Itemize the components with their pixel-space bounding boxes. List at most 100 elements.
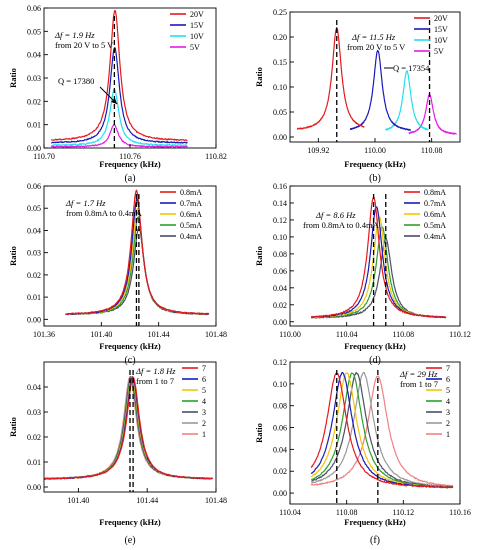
y-tick-label: 0.10 bbox=[273, 380, 287, 389]
series-line-10V bbox=[51, 88, 188, 147]
y-tick-label: 0.00 bbox=[273, 489, 287, 498]
legend-label-15V: 15V bbox=[434, 25, 448, 34]
legend-label-6: 6 bbox=[446, 375, 450, 384]
plot-frame bbox=[43, 361, 217, 493]
x-tick-label: 109.92 bbox=[307, 146, 329, 155]
annotation-q: Q = 17354 bbox=[393, 63, 430, 73]
chart-panel-5: 101.40 101.44 101.48 0.00 0.01 0.02 0.03 0.04 Fr… bbox=[8, 361, 227, 546]
annotation-delta-f: Δf = 29 Hz bbox=[399, 369, 438, 379]
legend-label-4: 4 bbox=[446, 397, 450, 406]
series-line-5V bbox=[50, 123, 188, 148]
series-group bbox=[44, 375, 214, 480]
x-tick-label: 110.08 bbox=[392, 330, 414, 339]
legend-label-4: 4 bbox=[202, 397, 206, 406]
annotation-range: from 1 to 7 bbox=[400, 379, 438, 389]
legend-label-3: 3 bbox=[446, 408, 450, 417]
legend-label-0.5mA: 0.5mA bbox=[424, 221, 446, 230]
y-axis-label: Ratio bbox=[8, 246, 18, 266]
y-tick-label: 0.10 bbox=[273, 233, 287, 242]
x-axis-label: Frequency (kHz) bbox=[99, 159, 161, 169]
series-group bbox=[65, 189, 210, 316]
x-tick-label: 110.04 bbox=[279, 508, 301, 517]
y-tick-label: 0.02 bbox=[27, 433, 41, 442]
legend-label-0.6mA: 0.6mA bbox=[180, 210, 202, 219]
series-line-0.8mA bbox=[65, 189, 209, 315]
x-tick-label: 101.48 bbox=[205, 496, 227, 505]
legend: 7 6 5 4 3 2 1 bbox=[182, 364, 206, 439]
y-tick-label: 0.15 bbox=[273, 58, 287, 67]
annotation-arrowhead bbox=[111, 98, 117, 104]
panel-label: (e) bbox=[124, 535, 135, 546]
y-tick-label: 0.03 bbox=[27, 74, 41, 83]
annotation-range: from 20 V to 5 V bbox=[55, 40, 114, 50]
series-line-5 bbox=[44, 376, 213, 480]
series-line-7 bbox=[44, 376, 213, 480]
y-axis-label: Ratio bbox=[8, 68, 18, 88]
series-line-20V bbox=[296, 27, 365, 130]
x-tick-label: 110.12 bbox=[392, 508, 414, 517]
y-tick-label: 0.06 bbox=[27, 182, 41, 191]
x-tick-label: 101.36 bbox=[33, 330, 55, 339]
legend: 0.8mA 0.7mA 0.6mA 0.5mA 0.4mA bbox=[404, 188, 446, 241]
y-axis-label: Ratio bbox=[254, 423, 264, 443]
legend-label-1: 1 bbox=[202, 430, 206, 439]
x-tick-label: 110.08 bbox=[421, 146, 443, 155]
y-tick-label: 0.01 bbox=[27, 121, 41, 130]
chart-panel-3: 101.36 101.40 101.44 101.48 0.00 0.01 0.02 0.03… bbox=[8, 182, 227, 366]
y-tick-label: 0.20 bbox=[273, 33, 287, 42]
legend-label-0.4mA: 0.4mA bbox=[180, 232, 202, 241]
series-line-0.4mA bbox=[65, 228, 209, 316]
series-line-10V bbox=[385, 70, 429, 131]
y-tick-label: 0.03 bbox=[27, 249, 41, 258]
y-axis-label: Ratio bbox=[254, 67, 264, 87]
legend-label-0.6mA: 0.6mA bbox=[424, 210, 446, 219]
y-tick-label: 0.02 bbox=[273, 467, 287, 476]
legend-label-1: 1 bbox=[446, 430, 450, 439]
y-tick-label: 0.25 bbox=[273, 8, 287, 17]
y-tick-label: 0.05 bbox=[27, 204, 41, 213]
series-line-0.8mA bbox=[310, 196, 447, 319]
series-group bbox=[50, 9, 188, 148]
annotation-delta-f: Δf = 1.9 Hz bbox=[54, 30, 95, 40]
annotation-q: Q = 17380 bbox=[58, 76, 94, 86]
legend-label-20V: 20V bbox=[434, 14, 448, 23]
x-tick-label: 110.00 bbox=[364, 146, 386, 155]
panel-label: (b) bbox=[369, 173, 381, 184]
series-group bbox=[310, 196, 447, 319]
legend: 0.8mA 0.7mA 0.6mA 0.5mA 0.4mA bbox=[160, 188, 202, 241]
legend-label-10V: 10V bbox=[190, 32, 204, 41]
legend-label-6: 6 bbox=[202, 375, 206, 384]
chart-panel-2: 109.92 110.00 110.08 0.00 0.05 0.10 0.15 0.20 0.… bbox=[254, 8, 461, 184]
series-line-20V bbox=[50, 9, 188, 142]
annotation-range: from 0.8mA to 0.4mA bbox=[66, 208, 143, 218]
y-tick-label: 0.00 bbox=[273, 133, 287, 142]
legend-label-5V: 5V bbox=[434, 47, 444, 56]
panel-label: (c) bbox=[124, 355, 135, 366]
y-tick-label: 0.12 bbox=[273, 358, 287, 367]
y-axis-label: Ratio bbox=[8, 417, 18, 437]
x-tick-label: 110.76 bbox=[119, 152, 141, 161]
x-tick-label: 110.82 bbox=[205, 152, 227, 161]
y-tick-label: 0.05 bbox=[27, 27, 41, 36]
series-group bbox=[310, 371, 454, 489]
y-tick-label: 0.01 bbox=[27, 458, 41, 467]
legend-label-15V: 15V bbox=[190, 21, 204, 30]
legend-label-0.7mA: 0.7mA bbox=[424, 199, 446, 208]
annotation-range: from 0.8mA to 0.4mA bbox=[303, 220, 380, 230]
legend-label-3: 3 bbox=[202, 408, 206, 417]
plot-frame bbox=[289, 185, 461, 327]
y-tick-label: 0.06 bbox=[27, 4, 41, 13]
plot-frame bbox=[289, 361, 461, 505]
y-axis-label: Ratio bbox=[254, 246, 264, 266]
legend-label-0.7mA: 0.7mA bbox=[180, 199, 202, 208]
y-tick-label: 0.02 bbox=[27, 97, 41, 106]
y-tick-label: 0.00 bbox=[27, 315, 41, 324]
x-axis-label: Frequency (kHz) bbox=[99, 517, 161, 527]
legend-label-0.8mA: 0.8mA bbox=[424, 188, 446, 197]
y-tick-label: 0.06 bbox=[273, 267, 287, 276]
y-tick-label: 0.04 bbox=[27, 226, 41, 235]
series-line-5V bbox=[408, 93, 457, 135]
series-line-0.4mA bbox=[311, 238, 447, 319]
y-tick-label: 0.00 bbox=[27, 144, 41, 153]
x-tick-label: 110.04 bbox=[336, 330, 358, 339]
